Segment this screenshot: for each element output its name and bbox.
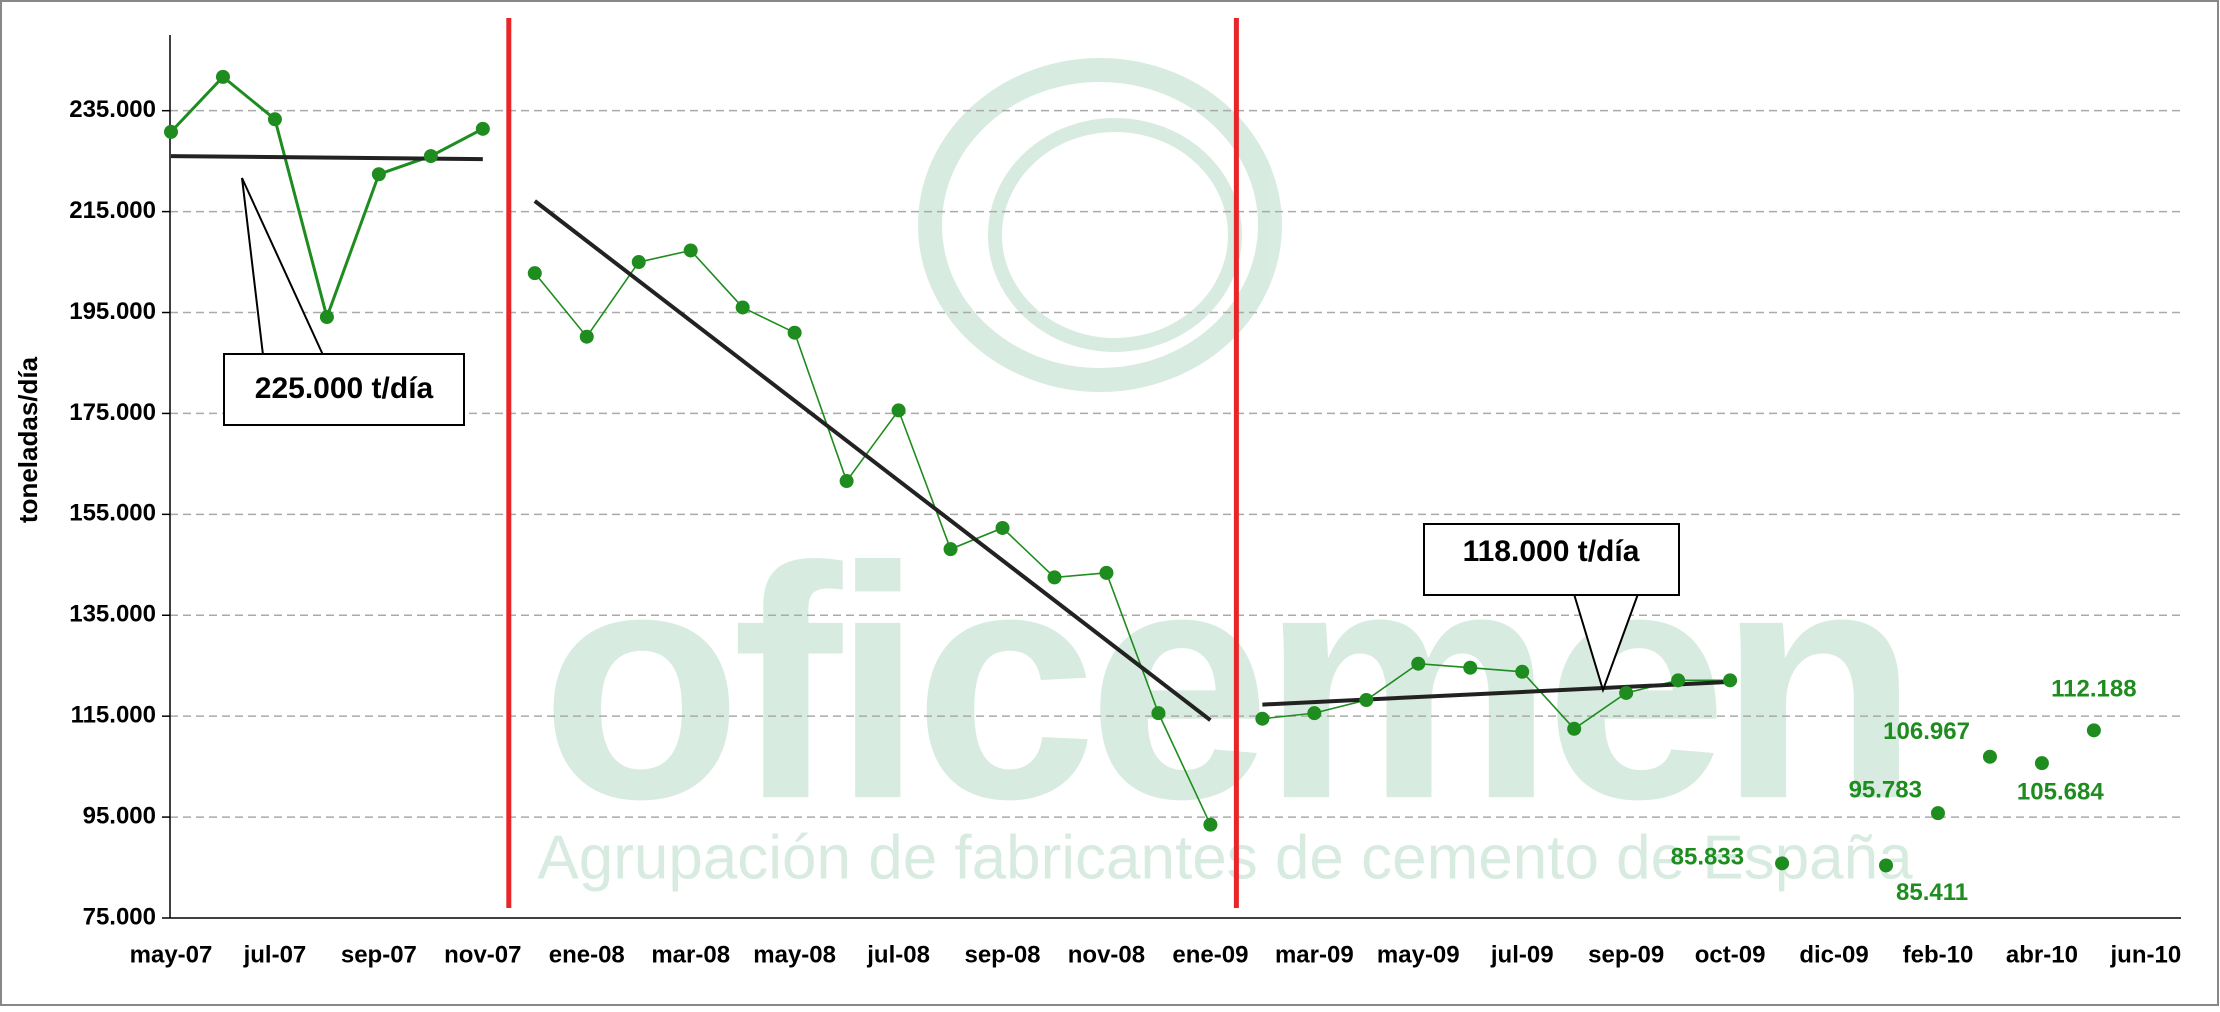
data-point [1982,749,1997,764]
data-label: 85.411 [1896,879,1968,906]
data-point [1151,706,1166,721]
x-tick-label: may-07 [130,941,213,968]
data-point [423,149,438,164]
data-point [1930,806,1945,821]
data-point [1359,693,1374,708]
annotation: 118.000 t/día [1423,523,1680,694]
data-point [475,121,490,136]
data-point [995,520,1010,535]
x-tick-label: dic-09 [1799,941,1868,968]
annotation-text: 225.000 t/día [255,372,434,405]
x-tick-label: nov-07 [444,941,521,968]
y-tick-label: 155.000 [69,500,156,527]
data-point [1099,565,1114,580]
data-line [534,249,1212,825]
x-tick-label: jul-09 [1490,941,1554,968]
y-tick-label: 215.000 [69,197,156,224]
x-tick-label: abr-10 [2006,941,2078,968]
data-point [1307,706,1322,721]
data-point [1255,711,1270,726]
callout-box [223,353,465,426]
y-axis-label: toneladas/día [13,356,43,523]
data-point [527,266,542,281]
data-label: 112.188 [2051,676,2136,703]
x-tick-label: mar-08 [651,941,730,968]
data-label: 106.967 [1883,718,1970,745]
data-point [943,542,958,557]
data-point [1203,817,1218,832]
logo-ring [918,58,1282,392]
x-tick-label: jun-10 [2110,941,2182,968]
y-tick-label: 75.000 [83,903,156,930]
trend-line [533,199,1212,722]
x-tick-label: mar-09 [1275,941,1354,968]
y-tick-label: 115.000 [71,702,156,729]
x-tick-label: ene-08 [549,941,625,968]
data-point [1619,685,1634,700]
y-tick-label: 235.000 [69,96,156,123]
data-point [1775,856,1790,871]
y-tick-label: 175.000 [69,399,156,426]
x-tick-label: jul-07 [243,941,307,968]
data-point [371,167,386,182]
data-point [2086,723,2101,738]
x-tick-label: sep-08 [964,941,1040,968]
watermark: oficemen Agrupación de fabricantes de ce… [537,58,1919,892]
data-point [1463,660,1478,675]
y-tick-label: 195.000 [69,298,156,325]
x-tick-label: ene-09 [1172,941,1248,968]
data-point [2034,756,2049,771]
data-point [891,403,906,418]
data-point [1047,570,1062,585]
data-point [787,325,802,340]
trend-line [1262,679,1731,707]
annotation: 225.000 t/día [223,177,465,426]
callout-pointer [1573,593,1639,694]
data-point [683,243,698,258]
watermark-tagline: Agrupación de fabricantes de cemento de … [537,823,1913,892]
data-label: 95.783 [1849,776,1922,803]
x-tick-label: oct-09 [1695,941,1766,968]
x-tick-label: nov-08 [1068,941,1145,968]
x-tick-label: may-08 [753,941,836,968]
x-tick-label: feb-10 [1903,941,1974,968]
x-tick-label: jul-08 [866,941,930,968]
data-point [319,310,334,325]
data-point [1411,656,1426,671]
y-tick-label: 95.000 [83,802,156,829]
x-tick-label: sep-09 [1588,941,1664,968]
data-point [1671,673,1686,688]
data-point [1567,721,1582,736]
data-point [735,300,750,315]
data-point [267,112,282,127]
data-point [839,474,854,489]
data-point [164,124,178,139]
data-point [1515,664,1530,679]
data-point [1879,858,1894,873]
callout-pointer [241,177,324,356]
y-tick-label: 135.000 [69,601,156,628]
data-point [215,69,230,84]
data-point [631,255,646,270]
data-label: 85.833 [1671,844,1744,871]
data-label: 105.684 [2017,779,2104,806]
x-tick-label: sep-07 [341,941,417,968]
data-point [579,329,594,344]
callout-box [1423,523,1680,596]
data-point [1723,673,1738,688]
annotation-text: 118.000 t/día [1463,535,1640,568]
x-tick-label: may-09 [1377,941,1460,968]
